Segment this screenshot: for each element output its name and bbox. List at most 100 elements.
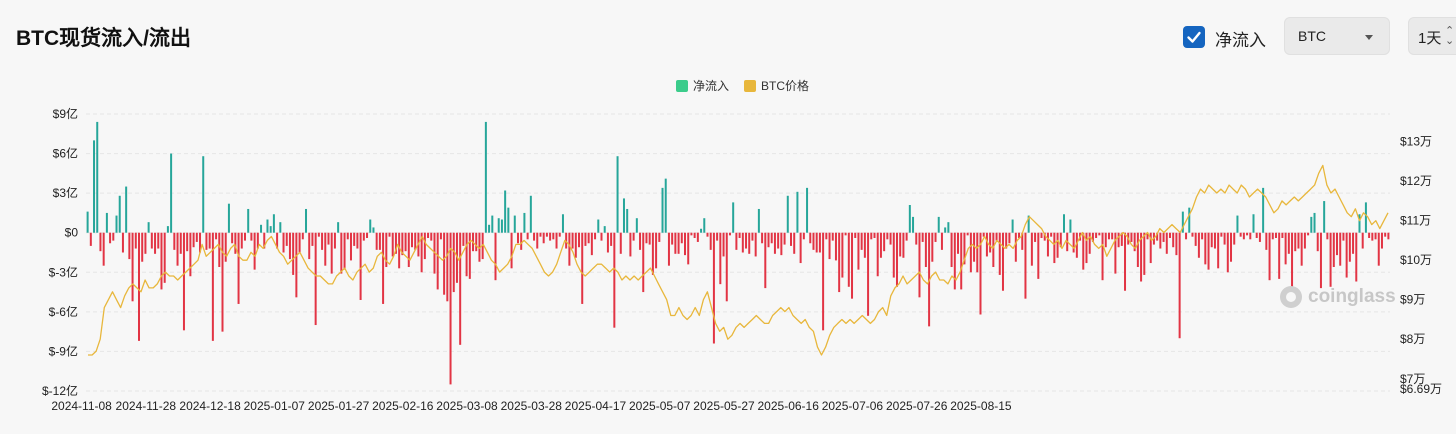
net-inflow-bar [1204,232,1207,265]
x-axis-tick-label: 2025-01-27 [308,399,370,413]
net-inflow-bar [494,232,497,281]
net-inflow-bar [311,232,314,246]
net-inflow-bar [1005,232,1008,249]
period-select[interactable]: 1天 ⌃ ⌄ [1408,17,1456,55]
net-inflow-bar [860,232,863,250]
net-inflow-bar [1117,232,1120,248]
net-inflow-bar [1156,232,1159,241]
net-inflow-bar [828,232,831,260]
net-inflow-bar [423,232,426,260]
net-inflow-bar [285,232,288,246]
net-inflow-bar [1300,232,1303,266]
net-inflow-bar [430,232,433,241]
net-inflow-bar [1348,232,1351,262]
net-inflow-bar [606,232,609,253]
net-inflow-bar [886,232,889,240]
asset-select[interactable]: BTC [1284,17,1390,55]
net-inflow-bar [1168,232,1171,238]
x-axis-tick-label: 2024-11-08 [51,399,112,413]
net-inflow-bar [1374,232,1377,240]
net-inflow-bar [1149,232,1152,264]
net-inflow-bar [109,232,112,244]
net-inflow-bar [863,232,866,258]
y-axis-left-tick-label: $9亿 [53,106,78,121]
net-inflow-bar [1213,232,1216,249]
net-inflow-bar [822,232,825,331]
net-inflow-bar [436,232,439,290]
net-inflow-bar [1165,232,1168,254]
net-inflow-checkbox-label[interactable]: 净流入 [1215,31,1266,50]
net-inflow-bar [468,232,471,279]
net-inflow-bar [321,232,324,250]
net-inflow-bar [1075,232,1078,258]
net-inflow-bar [282,232,285,253]
net-inflow-bar [806,187,809,233]
net-inflow-bar [1220,232,1223,237]
net-inflow-bar [1217,232,1220,269]
net-inflow-bar [1114,232,1117,274]
net-inflow-bar [597,219,600,233]
net-inflow-bar [761,232,764,244]
net-inflow-bar [475,232,478,252]
net-inflow-bar [118,195,121,233]
y-axis-left-tick-label: $3亿 [53,185,78,200]
net-inflow-bar [568,232,571,266]
y-axis-left-tick-label: $-9亿 [49,343,78,358]
net-inflow-bar [767,232,770,248]
y-axis-right-tick-label: $12万 [1400,174,1432,188]
net-inflow-bar [1037,232,1040,279]
y-axis-right-tick-label: $6.69万 [1400,382,1442,396]
net-inflow-bar [1095,232,1098,238]
net-inflow-bar [969,232,972,273]
net-inflow-bar [231,232,234,244]
net-inflow-bar [398,232,401,269]
net-inflow-bar [1339,232,1342,266]
net-inflow-bar [565,232,568,249]
net-inflow-bar [905,232,908,241]
net-inflow-bar [940,232,943,250]
x-axis-tick-label: 2025-05-07 [629,399,691,413]
net-inflow-bar [712,232,715,344]
net-inflow-bar [706,232,709,237]
net-inflow-bar [802,232,805,240]
watermark-text: coinglass [1308,286,1396,307]
net-inflow-bar [639,232,642,250]
net-inflow-bar [1207,232,1210,270]
net-inflow-bar [728,232,731,236]
net-inflow-bar [256,232,259,249]
net-inflow-bar [516,232,519,244]
net-inflow-bar [1111,232,1114,240]
net-inflow-bar [908,205,911,233]
net-inflow-bar [960,232,963,290]
net-inflow-bar [703,218,706,233]
net-inflow-bar [253,232,256,270]
net-inflow-bar [1027,215,1030,233]
legend-item-net-inflow[interactable]: 净流入 [676,77,729,94]
net-inflow-bar [719,232,722,285]
net-inflow-bar [462,232,465,246]
net-inflow-bar [221,232,224,332]
net-inflow-bar [533,232,536,241]
net-inflow-bar [558,232,561,237]
net-inflow-bar [314,232,317,326]
x-axis-tick-label: 2024-12-18 [179,399,241,413]
net-inflow-bar [266,219,269,233]
legend-item-btc-price[interactable]: BTC价格 [744,77,809,94]
y-axis-right-tick-label: $8万 [1400,332,1425,346]
net-inflow-bar [1053,232,1056,264]
net-inflow-checkbox[interactable] [1183,26,1205,48]
x-axis-tick-label: 2025-07-06 [822,399,884,413]
net-inflow-bar [1345,232,1348,278]
net-inflow-bar [867,232,870,316]
net-inflow-bar [732,202,735,233]
net-inflow-bar [102,232,105,266]
net-inflow-bar [841,232,844,278]
net-inflow-bar [276,232,279,249]
net-inflow-bar [1361,232,1364,249]
net-inflow-bar [182,232,185,331]
net-inflow-bar [247,208,250,233]
net-inflow-bar [1136,232,1139,268]
net-inflow-bar [799,232,802,264]
net-inflow-bar [105,212,108,233]
net-inflow-bar [838,232,841,293]
